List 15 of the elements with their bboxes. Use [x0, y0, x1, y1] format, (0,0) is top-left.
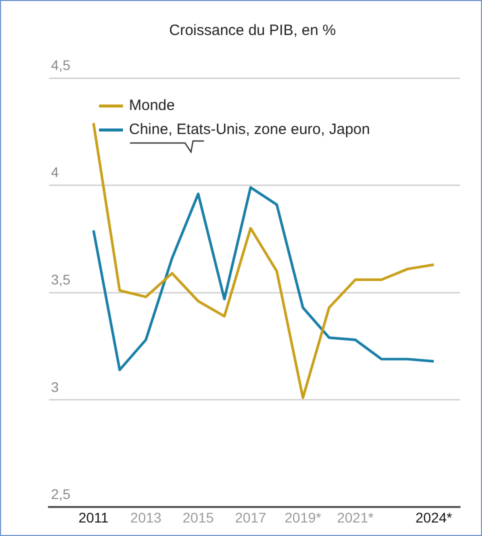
x-tick-label: 2021* [336, 509, 374, 526]
legend-label: Chine, Etats-Unis, zone euro, Japon [129, 121, 370, 138]
x-tick-label: 2013 [130, 509, 162, 526]
y-tick-label: 4,5 [51, 56, 71, 73]
x-tick-label: 2015 [182, 509, 214, 526]
y-tick-label: 3 [51, 378, 59, 395]
y-tick-label: 4 [51, 164, 59, 180]
y-tick-label: 3,5 [51, 271, 71, 288]
x-tick-label: 2017 [234, 509, 266, 526]
x-tick-label: 2019* [284, 509, 322, 526]
x-tick-label: 2011 [78, 509, 109, 526]
chart-title: Croissance du PIB, en % [169, 22, 336, 40]
legend-label: Monde [129, 97, 175, 114]
y-tick-label: 2,5 [51, 486, 71, 502]
x-tick-label: 2024* [416, 509, 453, 526]
